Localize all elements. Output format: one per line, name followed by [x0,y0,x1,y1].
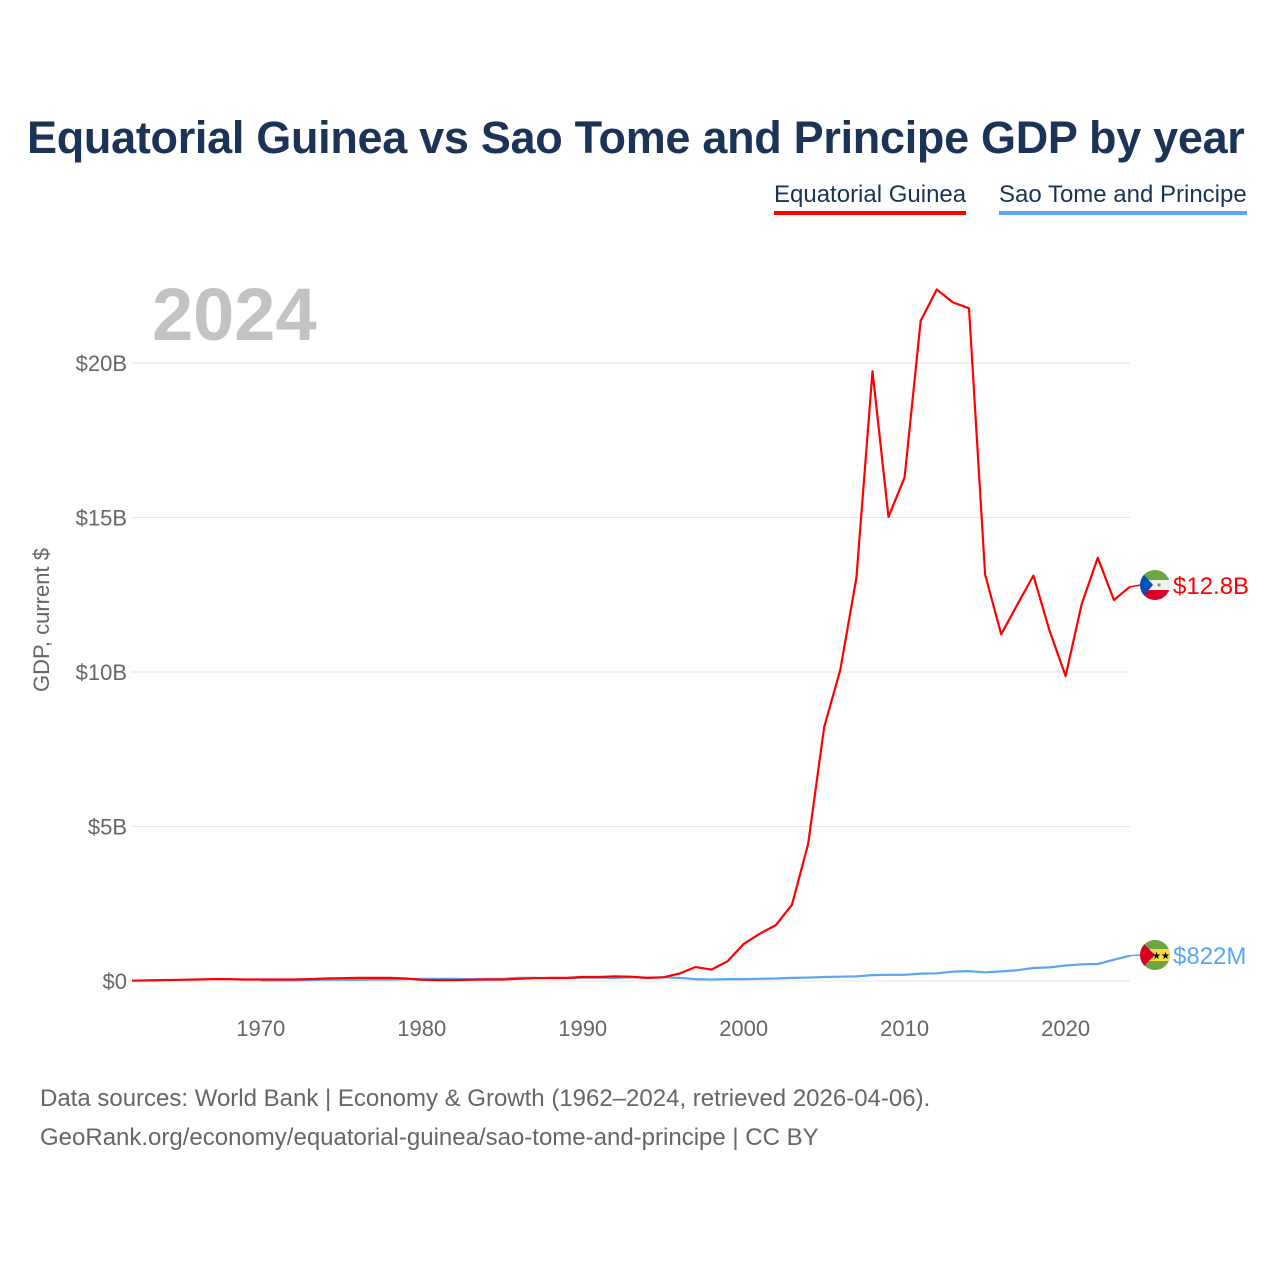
end-value-label: $822M [1173,943,1246,970]
source-link[interactable]: GeoRank.org/economy/equatorial-guinea/sa… [40,1124,819,1151]
x-tick-label: 1980 [397,1016,446,1041]
x-tick-label: 2010 [880,1016,929,1041]
end-value-label: $12.8B [1173,573,1249,600]
x-tick-label: 2000 [719,1016,768,1041]
end-connector [1129,954,1142,957]
legend-equatorial-guinea[interactable]: Equatorial Guinea [774,181,967,215]
year-overlay: 2024 [152,273,317,356]
svg-text:★★: ★★ [1152,951,1170,962]
equatorial-guinea-flag-icon [1140,570,1170,600]
y-tick-label: $5B [88,815,127,840]
source-note: Data sources: World Bank | Economy & Gro… [40,1085,931,1112]
chart-title: Equatorial Guinea vs Sao Tome and Princi… [27,112,1245,163]
y-tick-label: $10B [76,660,127,685]
series-line-equatorial-guinea[interactable] [131,288,1131,982]
sao-tome-and-principe-flag-icon: ★★ [1140,940,1170,970]
legend-sao-tome-and-principe[interactable]: Sao Tome and Principe [999,181,1247,215]
y-tick-label: $15B [76,506,127,531]
x-tick-label: 1970 [236,1016,285,1041]
end-connector [1129,584,1142,588]
y-tick-label: $20B [76,351,127,376]
x-tick-label: 1990 [558,1016,607,1041]
y-tick-label: $0 [103,969,127,994]
x-tick-label: 2020 [1041,1016,1090,1041]
